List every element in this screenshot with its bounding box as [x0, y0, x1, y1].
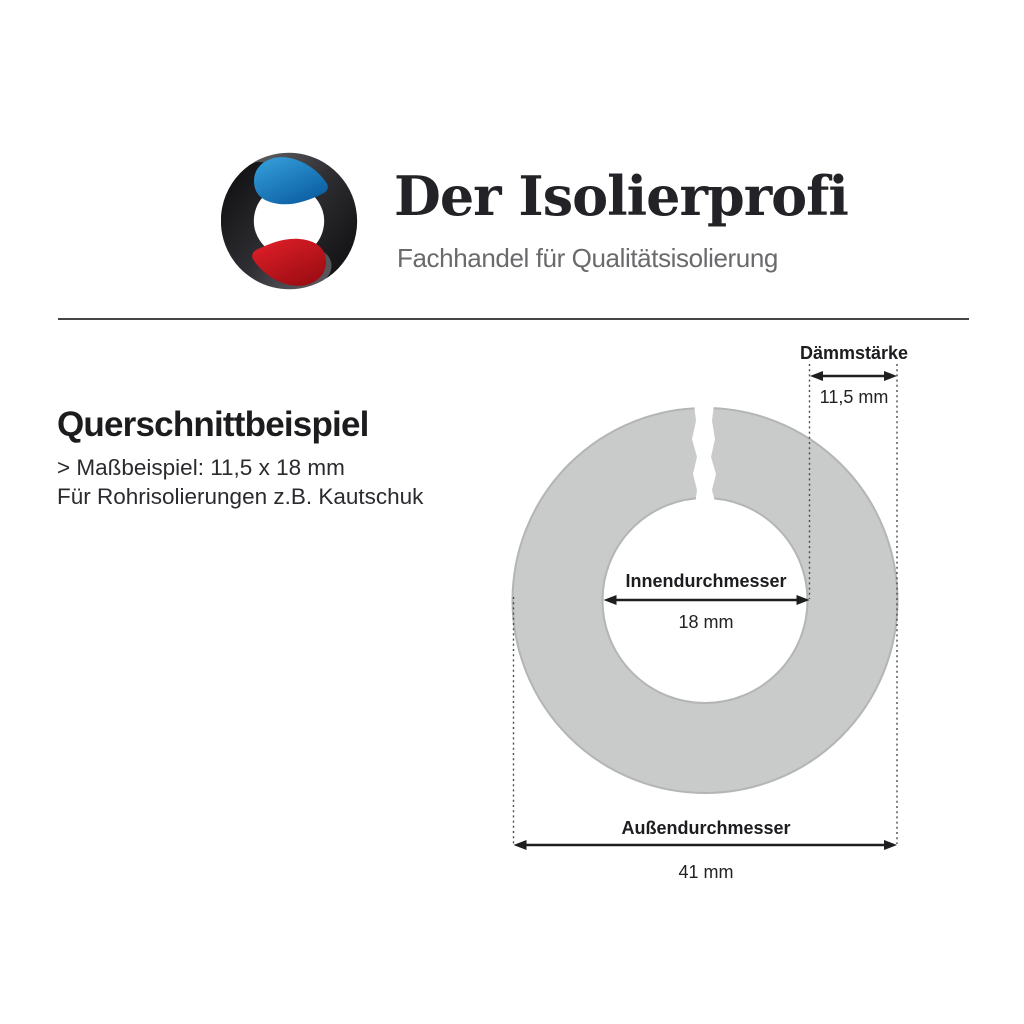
ring-slit: [692, 404, 716, 506]
innendurchmesser-value: 18 mm: [678, 612, 733, 632]
daemmstaerke-value: 11,5 mm: [820, 387, 889, 407]
arrowhead-icon: [884, 840, 897, 850]
section-heading: Querschnittbeispiel: [57, 405, 369, 444]
brand-title: Der Isolierprofi: [394, 164, 849, 228]
arrowhead-icon: [884, 371, 897, 381]
arrowhead-icon: [603, 595, 617, 605]
arrowhead-icon: [513, 840, 527, 850]
section-subline: > Maßbeispiel: 11,5 x 18 mm: [57, 455, 345, 480]
brand-tagline: Fachhandel für Qualitätsisolierung: [397, 243, 778, 273]
copy-block: Querschnittbeispiel > Maßbeispiel: 11,5 …: [57, 405, 423, 511]
header-divider: [58, 318, 969, 320]
daemmstaerke-label: Dämmstärke: [800, 343, 908, 363]
arrowhead-icon: [810, 371, 823, 381]
section-description: Für Rohrisolierungen z.B. Kautschuk: [57, 484, 424, 509]
isolierprofi-logo-icon: [221, 152, 358, 290]
aussendurchmesser-label: Außendurchmesser: [621, 818, 790, 838]
arrowhead-icon: [796, 595, 810, 605]
aussendurchmesser-value: 41 mm: [678, 862, 733, 882]
innendurchmesser-label: Innendurchmesser: [625, 571, 786, 591]
